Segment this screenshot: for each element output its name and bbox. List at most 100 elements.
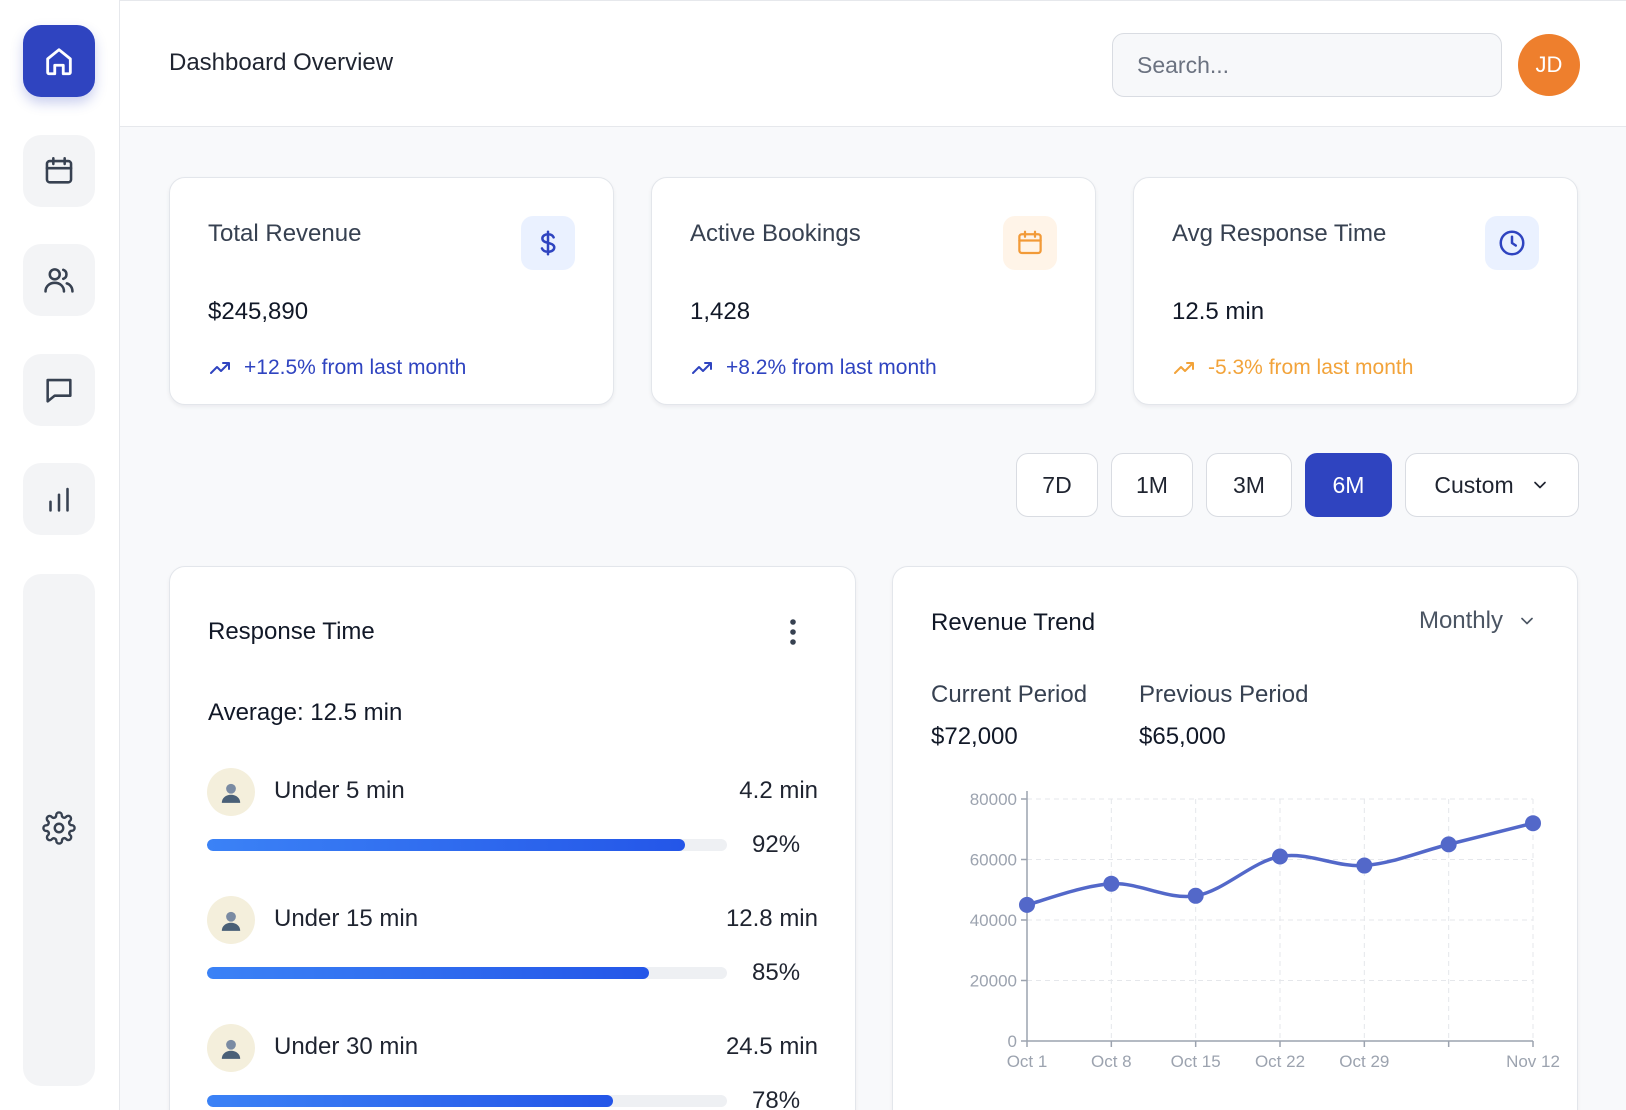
- user-icon: [221, 911, 241, 931]
- period-1m-button[interactable]: 1M: [1111, 453, 1193, 517]
- stat-icon-badge: [521, 216, 575, 270]
- y-tick-label: 20000: [970, 972, 1017, 991]
- y-tick-label: 40000: [970, 911, 1017, 930]
- progress-fill: [207, 1095, 613, 1107]
- home-icon: [46, 48, 72, 76]
- stat-card-avg-response-time: Avg Response Time 12.5 min -5.3% from la…: [1133, 177, 1578, 405]
- user-avatar[interactable]: JD: [1518, 34, 1580, 96]
- x-tick-label: Oct 22: [1255, 1052, 1305, 1071]
- trend-up-icon: [692, 362, 712, 374]
- sidebar: [0, 0, 120, 1110]
- response-row-percent: 78%: [752, 1087, 801, 1110]
- sidebar-item-analytics[interactable]: [23, 463, 95, 535]
- stat-trend: +12.5% from last month: [208, 356, 466, 380]
- y-tick-label: 60000: [970, 851, 1017, 870]
- period-custom-dropdown[interactable]: Custom: [1405, 453, 1579, 517]
- data-point[interactable]: [1187, 887, 1204, 904]
- previous-period-value: $65,000: [1139, 723, 1226, 750]
- progress-track: [207, 839, 727, 851]
- current-period-label: Current Period: [931, 681, 1088, 708]
- sidebar-item-users[interactable]: [23, 244, 95, 316]
- gear-icon: [42, 811, 76, 845]
- progress-fill: [207, 839, 686, 851]
- page-title: Dashboard Overview: [169, 49, 394, 76]
- progress-fill: [207, 967, 649, 979]
- sidebar-lower-panel: [23, 574, 95, 1086]
- revenue-trend-panel: Revenue Trend Monthly Current Period $72…: [892, 566, 1578, 1110]
- calendar-icon: [45, 156, 73, 184]
- stat-trend: -5.3% from last month: [1172, 356, 1413, 380]
- dropdown-label: Monthly: [1418, 607, 1503, 634]
- sidebar-item-calendar[interactable]: [23, 135, 95, 207]
- y-tick-label: 0: [1008, 1032, 1017, 1051]
- stat-value: $245,890: [208, 298, 309, 325]
- revenue-interval-dropdown[interactable]: Monthly: [1419, 607, 1537, 635]
- previous-period-label: Previous Period: [1139, 681, 1309, 708]
- stat-label: Total Revenue: [208, 220, 362, 247]
- stat-value: 1,428: [690, 298, 751, 325]
- x-tick-label: Oct 8: [1091, 1052, 1132, 1071]
- chevron-down-icon: [1533, 481, 1546, 489]
- response-row-label: Under 15 min: [274, 905, 419, 932]
- revenue-line-chart: 0 20000 40000 60000 80000 Oct 1 Oct 8 Oct 15 Oct…: [970, 790, 1560, 1071]
- period-6m-button[interactable]: 6M: [1305, 453, 1392, 517]
- trend-up-icon: [210, 362, 230, 374]
- data-point[interactable]: [1440, 836, 1457, 853]
- data-point[interactable]: [1272, 848, 1288, 865]
- sidebar-item-settings[interactable]: [23, 792, 95, 864]
- stat-label: Avg Response Time: [1172, 220, 1387, 247]
- stat-card-active-bookings: Active Bookings 1,428 +8.2% from last mo…: [651, 177, 1096, 405]
- data-point[interactable]: [1356, 857, 1373, 874]
- stat-icon-badge: [1485, 216, 1539, 270]
- response-row-percent: 85%: [752, 959, 801, 986]
- progress-track: [207, 1095, 727, 1107]
- current-period-value: $72,000: [931, 723, 1018, 750]
- sidebar-item-home[interactable]: [23, 25, 95, 97]
- response-row-label: Under 30 min: [274, 1033, 419, 1060]
- search-input[interactable]: [1112, 33, 1502, 97]
- average-response-text: Average: 12.5 min: [208, 699, 403, 726]
- stat-icon-badge: [1003, 216, 1057, 270]
- period-7d-button[interactable]: 7D: [1016, 453, 1098, 517]
- period-3m-button[interactable]: 3M: [1206, 453, 1292, 517]
- x-tick-label: Oct 29: [1339, 1052, 1389, 1071]
- panel-title: Revenue Trend: [931, 609, 1096, 636]
- progress-track: [207, 967, 727, 979]
- data-point[interactable]: [1103, 875, 1120, 892]
- stat-card-total-revenue: Total Revenue $245,890 +12.5% from last …: [169, 177, 614, 405]
- clock-icon: [1499, 230, 1525, 256]
- row-avatar: [207, 896, 255, 944]
- user-icon: [221, 1039, 241, 1059]
- y-tick-label: 80000: [970, 790, 1017, 809]
- bar-chart-icon: [49, 487, 69, 512]
- message-icon: [46, 378, 72, 403]
- stat-label: Active Bookings: [690, 220, 861, 247]
- top-header: Dashboard Overview JD: [120, 0, 1626, 127]
- data-point[interactable]: [1019, 896, 1035, 913]
- chevron-down-icon: [1521, 617, 1533, 625]
- data-point[interactable]: [1525, 815, 1541, 832]
- x-tick-label: Oct 15: [1171, 1052, 1221, 1071]
- x-tick-label: Nov 12: [1506, 1052, 1560, 1071]
- more-options-icon[interactable]: [789, 617, 797, 647]
- dollar-icon: [540, 230, 556, 256]
- sidebar-item-messages[interactable]: [23, 354, 95, 426]
- response-row-time: 12.8 min: [725, 905, 818, 932]
- calendar-icon: [1018, 230, 1042, 255]
- row-avatar: [207, 1024, 255, 1072]
- response-row-time: 24.5 min: [725, 1033, 818, 1060]
- stat-trend-text: +12.5% from last month: [244, 356, 467, 379]
- user-icon: [221, 783, 241, 803]
- stat-trend: +8.2% from last month: [690, 356, 937, 380]
- row-avatar: [207, 768, 255, 816]
- users-icon: [44, 268, 74, 293]
- response-time-panel: Response Time Average: 12.5 min Under 5 …: [169, 566, 856, 1110]
- response-row-time: 4.2 min: [739, 777, 818, 804]
- stat-trend-text: -5.3% from last month: [1208, 356, 1414, 379]
- panel-title: Response Time: [208, 618, 375, 645]
- stat-value: 12.5 min: [1172, 298, 1265, 325]
- period-custom-label: Custom: [1434, 471, 1514, 498]
- x-tick-label: Oct 1: [1007, 1052, 1048, 1071]
- response-row-label: Under 5 min: [274, 777, 405, 804]
- trend-up-icon: [1174, 362, 1194, 374]
